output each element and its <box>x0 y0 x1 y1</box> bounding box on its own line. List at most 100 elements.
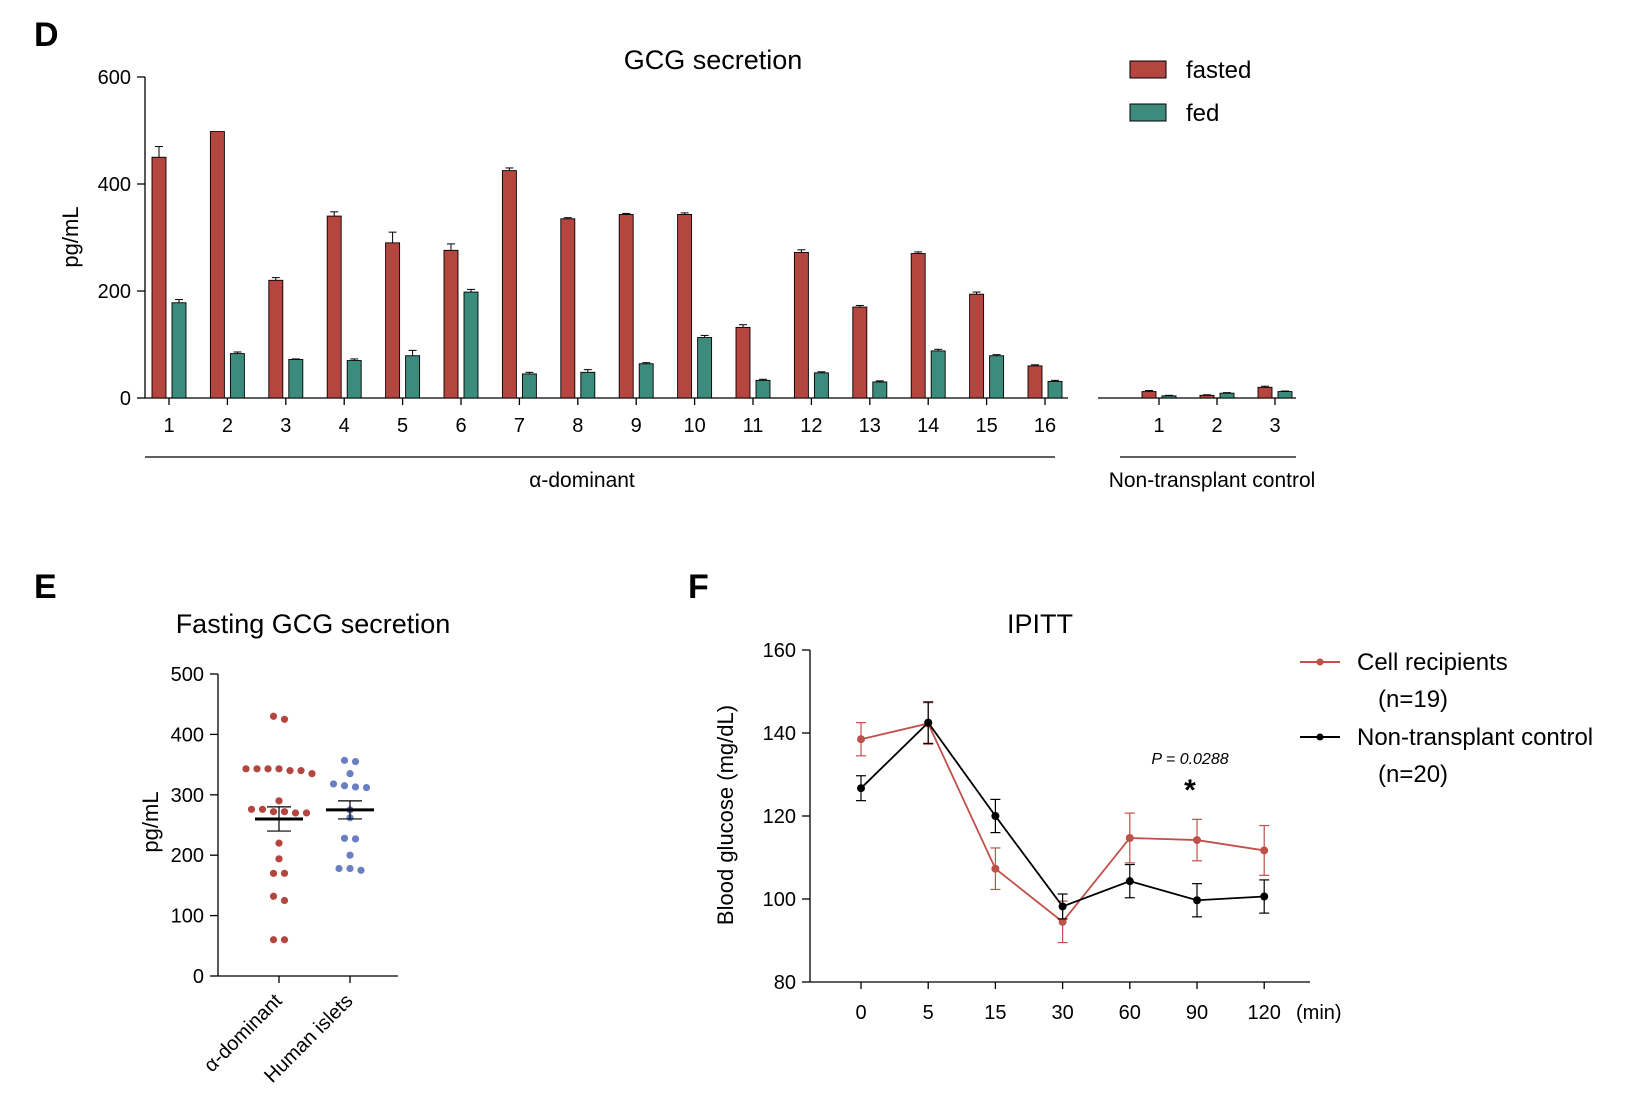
legend-sub-cell-recipients: (n=19) <box>1378 686 1448 713</box>
chart-d-xtick-label: 6 <box>455 415 466 437</box>
chart-f-significance-star: * <box>1184 774 1196 807</box>
chart-d-bars <box>151 131 1293 405</box>
bar-fed <box>1047 380 1063 399</box>
bar-fed <box>697 337 713 399</box>
chart-e-point <box>280 869 289 877</box>
chart-f-xlabel: (min) <box>1296 1002 1342 1024</box>
bar-fasted <box>151 156 167 399</box>
chart-f-point-cell-recipients <box>1058 917 1067 926</box>
chart-f-point-cell-recipients <box>1193 836 1201 845</box>
chart-e-point <box>280 808 289 816</box>
chart-e-ylabel: pg/mL <box>138 791 163 852</box>
chart-e-point <box>346 864 354 873</box>
chart-f-point-cell-recipients <box>1260 846 1269 855</box>
bar-fasted <box>385 242 401 399</box>
chart-e-point <box>269 869 278 877</box>
chart-f-point-control <box>1125 877 1134 886</box>
chart-f-point-control <box>1058 902 1067 911</box>
chart-f-point-control <box>1260 892 1269 901</box>
chart-f-ytick-label: 140 <box>763 723 796 745</box>
group-label-alpha: α-dominant <box>529 469 635 492</box>
bar-fed <box>755 379 771 399</box>
bar-fasted <box>1141 391 1157 399</box>
bar-fasted <box>268 279 284 399</box>
chart-f-ytick-label: 80 <box>774 972 796 994</box>
bar-fasted <box>209 131 225 399</box>
chart-e-ytick-label: 500 <box>171 664 204 686</box>
chart-d-xtick-label: 4 <box>339 415 350 437</box>
chart-e: Fasting GCG secretion pg/mL 0 100 200 300 40… <box>138 609 450 1087</box>
chart-e-point <box>280 715 289 723</box>
chart-e-point <box>308 770 316 778</box>
chart-d-xtick-label: 5 <box>397 415 408 437</box>
chart-f-point-cell-recipients <box>857 735 865 744</box>
bar-fasted <box>852 306 868 399</box>
bar-fed <box>346 360 362 399</box>
bar-fed <box>580 371 596 399</box>
legend-label-control: Non-transplant control <box>1357 724 1593 751</box>
legend-label-fasted: fasted <box>1186 57 1251 84</box>
chart-e-point <box>269 808 278 816</box>
chart-d-xtick-label: 9 <box>631 415 642 437</box>
bar-fasted <box>501 170 517 399</box>
chart-e-point <box>286 767 294 775</box>
chart-e-yaxis: 0 100 200 300 400 500 <box>171 664 398 988</box>
chart-d-xtick-label: 10 <box>683 415 705 437</box>
chart-d-xtick-label: 3 <box>1269 415 1280 437</box>
chart-e-point <box>362 783 371 792</box>
bar-fasted <box>560 218 576 399</box>
chart-d-xtick-label: 2 <box>222 415 233 437</box>
chart-e-point <box>357 866 365 874</box>
bar-fed <box>1219 392 1235 399</box>
chart-e-point <box>329 780 338 788</box>
bar-fasted <box>1199 394 1215 399</box>
legend-sub-control: (n=20) <box>1378 761 1448 788</box>
chart-e-point <box>242 765 250 773</box>
chart-f: IPITT Blood glucose (mg/dL) 80 100 120 140 1… <box>713 609 1593 1024</box>
chart-e-point <box>346 851 354 859</box>
chart-e-point <box>280 936 289 944</box>
chart-f-xticks: 0 5 15 30 60 90 120 <box>855 982 1281 1024</box>
bar-fed <box>405 355 421 399</box>
bar-fed <box>1277 391 1293 399</box>
chart-d-xtick-label: 13 <box>859 415 881 437</box>
chart-f-xtick-label: 0 <box>855 1002 866 1024</box>
bar-fasted <box>1027 365 1043 399</box>
panel-letter-f: F <box>688 568 709 606</box>
chart-f-ytick-label: 160 <box>763 640 796 662</box>
chart-f-xtick-label: 90 <box>1186 1002 1208 1024</box>
chart-e-point <box>302 809 311 817</box>
bar-fasted <box>1257 386 1273 399</box>
chart-f-point-cell-recipients <box>1125 833 1134 842</box>
chart-f-point-control <box>924 718 933 727</box>
bar-fasted <box>793 252 809 399</box>
chart-d-xtick-label: 12 <box>800 415 822 437</box>
chart-d-xtick-label: 7 <box>514 415 525 437</box>
chart-f-xtick-label: 30 <box>1051 1002 1073 1024</box>
bar-fasted <box>677 214 693 399</box>
chart-d-ytick-label: 400 <box>98 174 131 196</box>
chart-e-point <box>351 835 360 843</box>
chart-f-xtick-label: 5 <box>923 1002 934 1024</box>
legend-swatch-fed <box>1129 103 1167 122</box>
chart-e-point <box>264 765 272 773</box>
bar-fasted <box>969 293 985 399</box>
chart-e-points <box>242 712 374 983</box>
chart-e-ytick-label: 400 <box>171 724 204 746</box>
bar-fed <box>171 302 187 399</box>
chart-d-ylabel: pg/mL <box>58 206 83 267</box>
bar-fasted <box>910 253 926 399</box>
legend-label-fed: fed <box>1186 100 1219 127</box>
chart-e-ytick-label: 200 <box>171 845 204 867</box>
bar-fed <box>1161 395 1177 399</box>
chart-d-xtick-label: 8 <box>572 415 583 437</box>
chart-e-point <box>291 809 300 817</box>
bar-fed <box>638 363 654 399</box>
bar-fasted <box>618 214 634 399</box>
bar-fasted <box>443 249 459 399</box>
chart-d-xtick-label: 16 <box>1034 415 1056 437</box>
chart-e-point <box>280 896 289 905</box>
chart-d-ytick-label: 200 <box>98 281 131 303</box>
